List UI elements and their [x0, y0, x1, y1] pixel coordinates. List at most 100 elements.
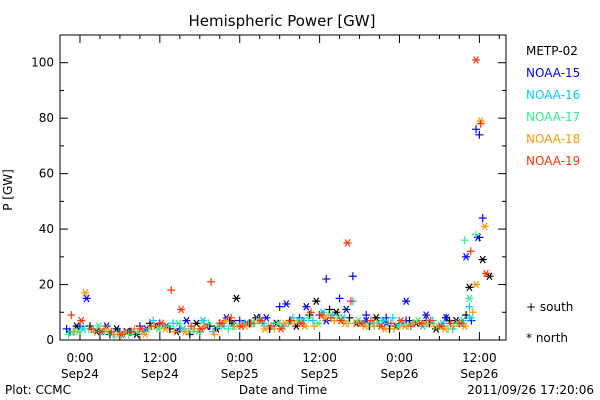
data-point-north: [97, 327, 106, 336]
x-tick-label-date: Sep24: [61, 367, 99, 381]
plot-frame: [59, 34, 507, 341]
data-point-north: [342, 305, 351, 314]
data-point-south: [210, 330, 219, 339]
data-point-south: [167, 286, 176, 295]
data-point-north: [182, 316, 191, 325]
data-point-south: [348, 272, 357, 281]
data-point-north: [77, 316, 86, 325]
x-tick-label-date: Sep26: [381, 367, 419, 381]
legend-item-noaa-19: NOAA-19: [526, 154, 580, 168]
data-point-north: [396, 316, 405, 325]
data-point-south: [478, 214, 487, 222]
data-point-south: [362, 311, 371, 320]
data-point-south: [322, 275, 331, 283]
data-point-south: [366, 316, 375, 325]
data-point-south: [472, 125, 481, 134]
x-tick-label-time: 12:00: [302, 351, 337, 365]
data-point-north: [480, 222, 489, 231]
data-point-north: [436, 322, 445, 330]
data-points: [62, 56, 494, 339]
data-point-north: [482, 269, 491, 278]
data-point-north: [282, 300, 291, 308]
data-point-north: [237, 322, 246, 330]
data-point-south: [446, 319, 455, 328]
data-point-south: [227, 313, 236, 322]
x-tick-label-time: 12:00: [462, 351, 497, 365]
data-point-south: [224, 324, 233, 333]
data-point-north: [296, 319, 305, 328]
legend-item-noaa-18: NOAA-18: [526, 132, 580, 146]
data-point-north: [117, 330, 126, 339]
data-point-north: [316, 311, 325, 319]
data-point-south: [267, 322, 276, 331]
plot-source: Plot: CCMC: [5, 383, 71, 397]
x-tick-label-time: 0:00: [66, 351, 93, 365]
data-point-north: [456, 319, 465, 328]
data-point-south: [149, 316, 158, 325]
data-point-north: [416, 319, 425, 328]
data-point-south: [286, 316, 295, 325]
data-point-south: [247, 319, 256, 328]
data-point-south: [475, 130, 484, 139]
data-point-north: [177, 305, 186, 314]
series-noaa-19: [67, 56, 491, 339]
data-point-south: [388, 313, 397, 322]
data-point-south: [147, 322, 156, 331]
y-axis-label: P [GW]: [1, 169, 15, 211]
data-point-south: [275, 302, 284, 311]
data-point-south: [170, 327, 179, 336]
marker-legend-south: + south: [526, 300, 573, 314]
data-point-north: [174, 319, 183, 328]
data-point-north: [257, 316, 266, 325]
series-noaa-17: [64, 230, 481, 339]
data-point-south: [326, 313, 335, 322]
data-point-south: [304, 313, 313, 322]
data-point-south: [426, 316, 435, 325]
legend: METP-02 NOAA-15 NOAA-16 NOAA-17 NOAA-18 NOAA-…: [526, 44, 580, 168]
series-noaa-15: [62, 125, 487, 336]
x-axis-label: Date and Time: [239, 383, 327, 397]
x-tick-label-date: Sep26: [460, 367, 498, 381]
data-point-north: [277, 325, 286, 333]
y-tick-label: 40: [39, 222, 54, 236]
data-point-north: [343, 239, 352, 247]
data-point-north: [261, 325, 270, 333]
data-point-south: [468, 308, 477, 317]
data-point-south: [207, 277, 216, 286]
data-point-south: [346, 297, 355, 306]
data-point-north: [478, 255, 487, 264]
y-tick-label: 0: [46, 333, 54, 347]
data-point-north: [356, 319, 365, 328]
x-tick-label-date: Sep25: [301, 367, 339, 381]
data-point-north: [302, 302, 311, 311]
data-point-north: [472, 56, 481, 64]
data-point-north: [137, 325, 146, 333]
data-point-south: [107, 327, 116, 336]
plot-timestamp: 2011/09/26 17:20:06: [467, 383, 594, 397]
x-tick-label-date: Sep25: [221, 367, 259, 381]
data-point-south: [187, 322, 196, 331]
data-point-south: [64, 330, 73, 339]
data-point-north: [422, 311, 431, 319]
x-tick-label-time: 12:00: [143, 351, 178, 365]
data-point-north: [82, 294, 91, 303]
data-point-south: [310, 322, 319, 331]
data-point-south: [62, 324, 71, 333]
data-point-north: [465, 294, 474, 303]
data-point-south: [325, 305, 334, 314]
data-point-north: [94, 322, 103, 330]
data-point-south: [335, 294, 344, 303]
data-point-south: [472, 230, 481, 239]
data-point-south: [67, 311, 76, 320]
data-point-south: [476, 119, 485, 128]
data-point-north: [232, 294, 241, 303]
data-point-south: [465, 302, 474, 311]
data-point-south: [406, 322, 415, 331]
data-point-north: [197, 325, 206, 333]
marker-legend: + south * north: [526, 300, 573, 345]
data-point-north: [462, 252, 471, 261]
x-tick-label-time: 0:00: [386, 351, 413, 365]
x-tick-label-time: 0:00: [226, 351, 253, 365]
marker-legend-north: * north: [526, 331, 568, 345]
